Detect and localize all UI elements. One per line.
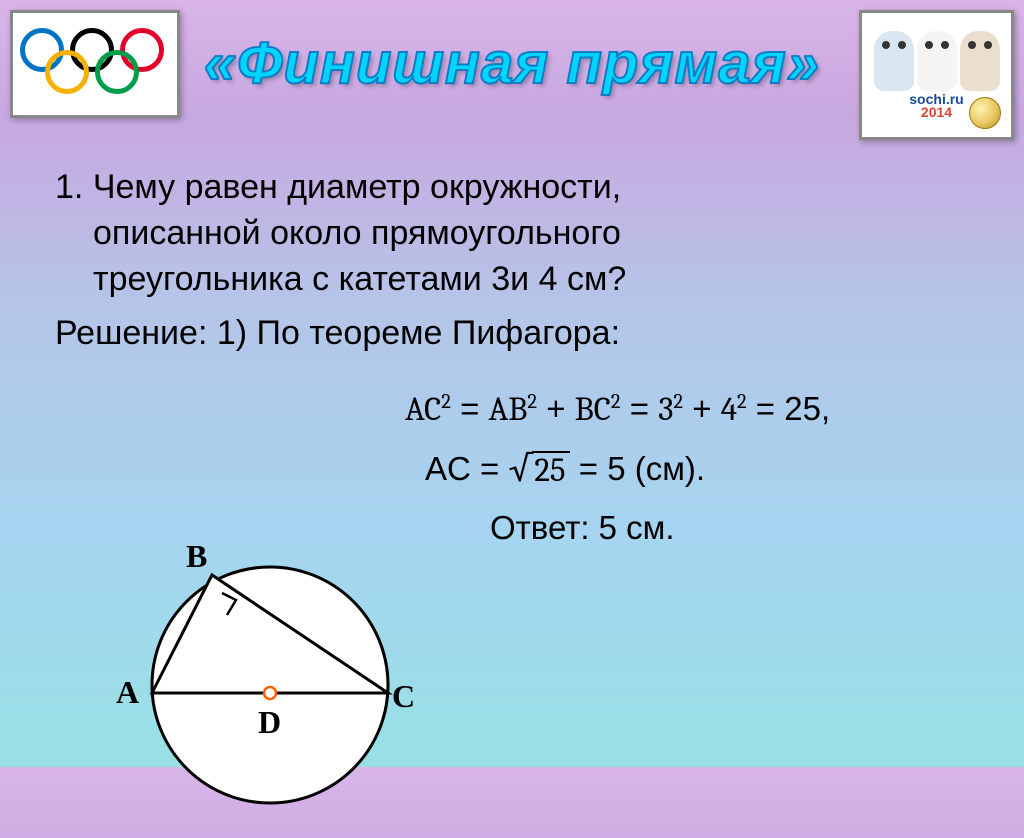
center-point — [264, 687, 276, 699]
problem-statement: 1. Чему равен диаметр окружности, описан… — [55, 165, 969, 303]
vertex-label-D: D — [258, 701, 281, 744]
ac-value-line: AC = √25 = 5 (см). — [405, 443, 830, 496]
pythagoras-equation: AC2 = AB2 + BC2 = 32 + 42 = 25, — [405, 383, 830, 437]
content-block: 1. Чему равен диаметр окружности, описан… — [55, 165, 969, 357]
ac-suffix: = 5 (см). — [579, 450, 705, 487]
eq-lhs: AC2 — [405, 391, 451, 429]
diagram-svg — [140, 545, 400, 825]
eq-ab: AB2 — [489, 391, 538, 429]
answer-line: Ответ: 5 см. — [405, 502, 830, 555]
eq-4sq: 42 — [721, 391, 747, 429]
sochi-text: sochi.ru 2014 — [909, 93, 963, 118]
vertex-label-A: A — [116, 671, 139, 714]
eq-bc: BC2 — [575, 391, 621, 429]
problem-line2: описанной около прямоугольного — [55, 211, 969, 257]
math-block: AC2 = AB2 + BC2 = 32 + 42 = 25, AC = √25… — [405, 383, 830, 560]
eq-result: 25 — [784, 390, 821, 427]
problem-line1: Чему равен диаметр окружности, — [93, 168, 621, 206]
medal-icon — [969, 97, 1001, 129]
circle-triangle-diagram: A B C D — [140, 545, 400, 825]
sochi-text-2: 2014 — [921, 104, 952, 120]
solution-label: Решение: 1) По теореме Пифагора: — [55, 311, 969, 357]
page-title: «Финишная прямая» — [0, 30, 1024, 97]
problem-number: 1. — [55, 168, 83, 206]
ac-prefix: AC = — [425, 450, 508, 487]
vertex-label-C: C — [392, 675, 415, 718]
eq-3sq: 32 — [658, 391, 683, 429]
vertex-label-B: B — [186, 535, 207, 578]
problem-line3: треугольника с катетами 3и 4 см? — [55, 257, 969, 303]
sqrt-icon: √25 — [508, 451, 569, 489]
